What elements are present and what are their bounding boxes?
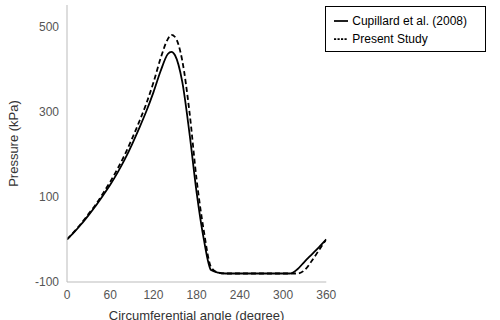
svg-text:0: 0 (64, 288, 71, 302)
svg-text:500: 500 (39, 20, 59, 34)
svg-text:180: 180 (187, 288, 207, 302)
svg-text:60: 60 (104, 288, 118, 302)
svg-text:360: 360 (316, 288, 336, 302)
svg-text:Pressure (kPa): Pressure (kPa) (8, 100, 21, 187)
svg-text:300: 300 (273, 288, 293, 302)
svg-text:Circumferential angle (degree): Circumferential angle (degree) (109, 308, 285, 320)
svg-text:-100: -100 (35, 275, 59, 289)
html-text:Cupillard et al. (2008): Cupillard et al. (2008) (352, 14, 467, 28)
svg-text:240: 240 (230, 288, 250, 302)
html-text:Present Study: Present Study (352, 32, 428, 46)
svg-text:300: 300 (39, 105, 59, 119)
svg-text:120: 120 (143, 288, 163, 302)
svg-text:100: 100 (39, 190, 59, 204)
